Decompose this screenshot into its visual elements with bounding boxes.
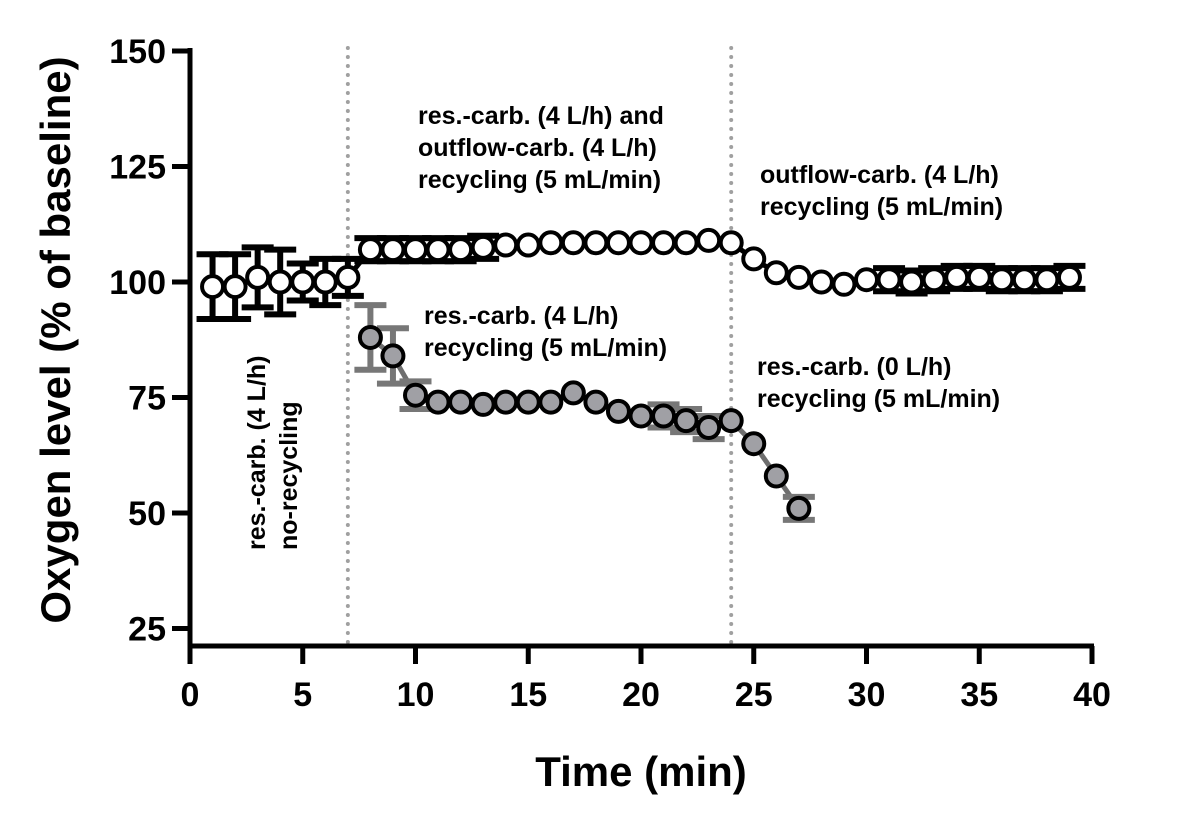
data-point bbox=[425, 389, 451, 415]
data-point bbox=[538, 389, 564, 415]
annotation: res.-carb. (4 L/h) recycling (5 mL/min) bbox=[424, 302, 667, 362]
data-point bbox=[673, 408, 699, 434]
data-point bbox=[944, 264, 970, 290]
data-point bbox=[560, 230, 586, 256]
data-point bbox=[470, 234, 496, 260]
data-point bbox=[380, 343, 406, 369]
data-point bbox=[673, 230, 699, 256]
x-tick-label: 10 bbox=[397, 676, 435, 714]
x-axis-label: Time (min) bbox=[535, 748, 747, 795]
data-point bbox=[312, 269, 338, 295]
data-point bbox=[448, 237, 474, 263]
data-point bbox=[628, 230, 654, 256]
x-tick-label: 35 bbox=[960, 676, 998, 714]
y-tick-label: 25 bbox=[128, 611, 166, 649]
data-point bbox=[583, 230, 609, 256]
data-point bbox=[222, 274, 248, 300]
data-point bbox=[448, 389, 474, 415]
data-point bbox=[357, 237, 383, 263]
y-tick-label: 75 bbox=[128, 380, 166, 418]
data-point bbox=[357, 324, 383, 350]
data-point bbox=[831, 271, 857, 297]
data-point bbox=[380, 237, 406, 263]
data-point bbox=[989, 267, 1015, 293]
annotation-line: res.-carb. (4 L/h) and bbox=[418, 102, 664, 130]
x-tick-label: 0 bbox=[181, 676, 200, 714]
y-tick-label: 150 bbox=[109, 33, 166, 71]
data-point bbox=[696, 415, 722, 441]
annotation-line: res.-carb. (4 L/h) bbox=[243, 356, 271, 551]
data-point bbox=[651, 403, 677, 429]
data-point bbox=[741, 431, 767, 457]
data-point bbox=[515, 232, 541, 258]
y-tick-label: 50 bbox=[128, 495, 166, 533]
data-point bbox=[290, 269, 316, 295]
data-point bbox=[1034, 267, 1060, 293]
data-point bbox=[763, 260, 789, 286]
y-tick-label: 100 bbox=[109, 264, 166, 302]
data-point bbox=[1056, 264, 1082, 290]
data-point bbox=[786, 495, 812, 521]
data-point bbox=[876, 267, 902, 293]
data-point bbox=[899, 269, 925, 295]
data-point bbox=[605, 398, 631, 424]
series-outflow-carb bbox=[196, 227, 1086, 322]
data-point bbox=[560, 380, 586, 406]
data-point bbox=[493, 389, 519, 415]
data-point bbox=[854, 267, 879, 293]
data-point bbox=[718, 230, 744, 256]
x-tick-label: 20 bbox=[622, 676, 660, 714]
annotation-line: recycling (5 mL/min) bbox=[418, 166, 661, 194]
data-point bbox=[583, 389, 609, 415]
annotation: outflow-carb. (4 L/h) recycling (5 mL/min… bbox=[760, 161, 1003, 221]
annotation-line: recycling (5 mL/min) bbox=[424, 334, 667, 362]
annotation: res.-carb. (0 L/h) recycling (5 mL/min) bbox=[757, 353, 1000, 413]
data-point bbox=[718, 408, 744, 434]
data-point bbox=[786, 264, 812, 290]
data-point bbox=[763, 463, 789, 489]
data-point bbox=[493, 232, 519, 258]
data-point bbox=[651, 230, 677, 256]
data-point bbox=[200, 274, 226, 300]
annotation-line: no-recycling bbox=[275, 401, 303, 550]
x-tick-label: 5 bbox=[293, 676, 312, 714]
data-point bbox=[808, 269, 834, 295]
annotation: res.-carb. (4 L/h) no-recycling bbox=[243, 356, 303, 551]
data-point bbox=[605, 230, 631, 256]
data-point bbox=[335, 264, 361, 290]
x-tick-label: 40 bbox=[1073, 676, 1111, 714]
data-point bbox=[403, 382, 428, 408]
y-tick-label: 125 bbox=[109, 149, 166, 187]
annotation-line: outflow-carb. (4 L/h) bbox=[760, 161, 999, 189]
annotation: res.-carb. (4 L/h) and outflow-carb. (4 L… bbox=[418, 102, 664, 194]
data-point bbox=[741, 246, 767, 272]
data-point bbox=[538, 230, 564, 256]
data-point bbox=[1011, 267, 1037, 293]
series-res-carb bbox=[354, 302, 815, 523]
data-point bbox=[470, 391, 496, 417]
data-point bbox=[425, 237, 451, 263]
x-tick-label: 25 bbox=[735, 676, 773, 714]
x-tick-label: 15 bbox=[509, 676, 547, 714]
data-point bbox=[921, 267, 947, 293]
annotation-line: res.-carb. (4 L/h) bbox=[424, 302, 619, 330]
annotation-line: res.-carb. (0 L/h) bbox=[757, 353, 952, 381]
data-point bbox=[245, 264, 271, 290]
data-point bbox=[628, 403, 654, 429]
annotation-line: recycling (5 mL/min) bbox=[757, 385, 1000, 413]
annotation-line: outflow-carb. (4 L/h) bbox=[418, 134, 657, 162]
data-point bbox=[515, 389, 541, 415]
x-tick-label: 30 bbox=[848, 676, 886, 714]
data-point bbox=[267, 269, 293, 295]
data-point bbox=[403, 237, 428, 263]
data-point bbox=[696, 227, 722, 253]
annotation-line: recycling (5 mL/min) bbox=[760, 193, 1003, 221]
y-axis-label: Oxygen level (% of baseline) bbox=[32, 56, 79, 623]
data-point bbox=[966, 264, 992, 290]
